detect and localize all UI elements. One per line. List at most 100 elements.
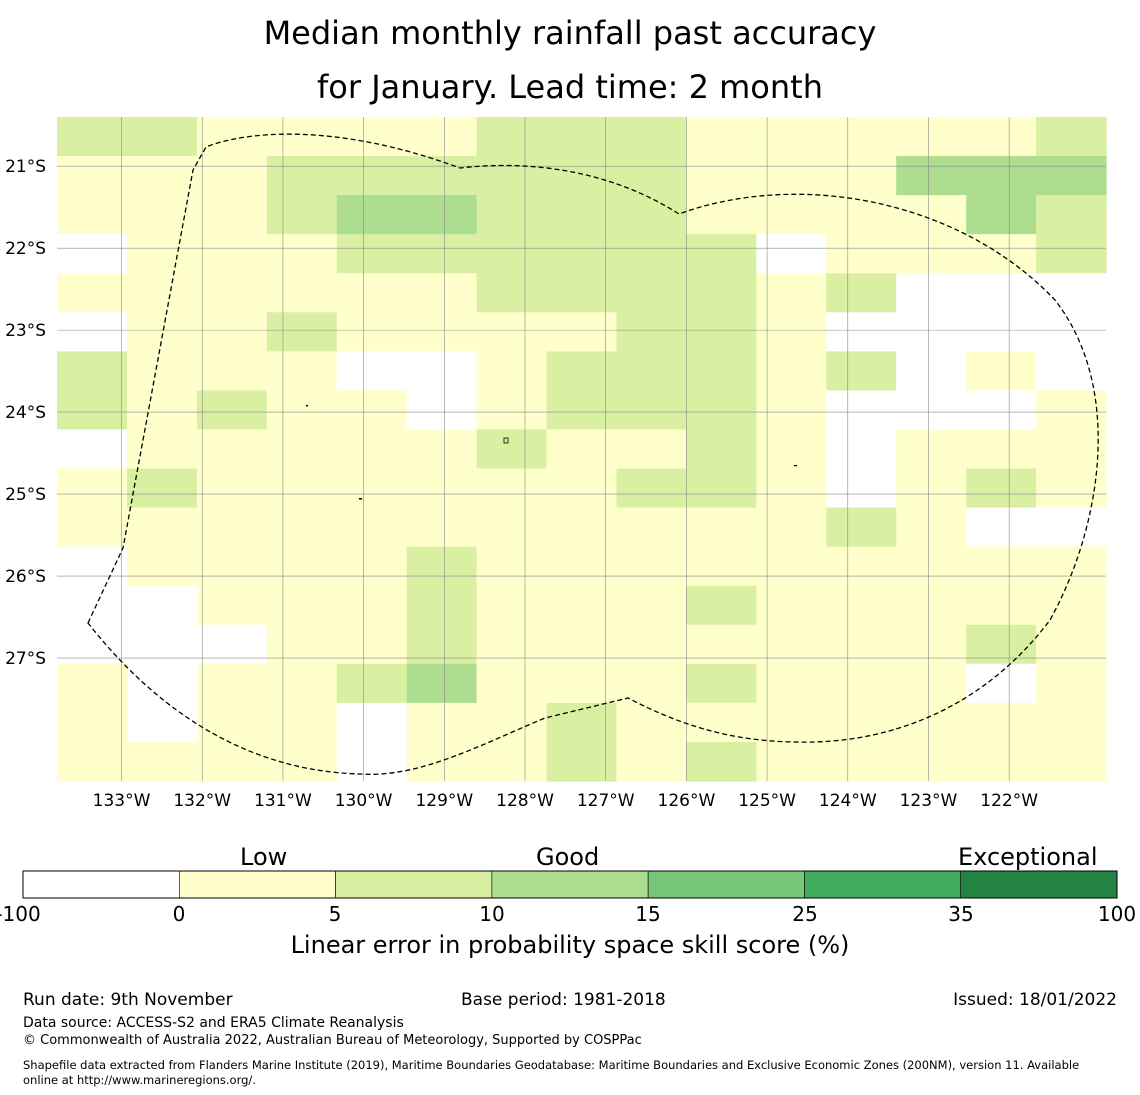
grid-cell — [196, 390, 268, 431]
grid-cell — [336, 273, 408, 313]
grid-cell — [686, 702, 757, 743]
grid-cell — [756, 507, 827, 548]
grid-cell — [1036, 702, 1107, 743]
grid-cell — [546, 117, 618, 157]
grid-cell — [896, 507, 967, 548]
grid-cell — [126, 546, 198, 587]
grid-cell — [896, 702, 967, 743]
grid-cell — [406, 351, 478, 392]
grid-cell — [336, 117, 408, 157]
island-marker — [794, 465, 797, 467]
grid-cell — [126, 117, 198, 157]
grid-cell — [476, 195, 548, 235]
grid-cell — [1036, 624, 1107, 665]
grid-cell — [826, 741, 897, 782]
grid-cell — [336, 624, 408, 665]
grid-cell — [686, 390, 757, 431]
grid-cell — [826, 468, 897, 509]
grid-cell — [126, 156, 198, 196]
grid-cell — [1036, 234, 1107, 274]
grid-cell — [756, 273, 827, 313]
grid-cell — [476, 156, 548, 196]
grid-cell — [266, 390, 338, 431]
grid-cell — [57, 468, 128, 509]
grid-cell — [686, 351, 757, 392]
grid-cell — [1036, 390, 1107, 431]
grid-cell — [546, 312, 618, 352]
grid-cell — [546, 390, 618, 431]
grid-cell — [196, 234, 268, 274]
grid-cell — [57, 429, 128, 470]
grid-cell — [686, 195, 757, 235]
colorbar-swatch — [335, 870, 493, 899]
grid-cell — [126, 507, 198, 548]
grid-cell — [406, 741, 478, 782]
grid-cell — [896, 663, 967, 704]
grid-cell — [476, 702, 548, 743]
grid-cell — [266, 546, 338, 587]
grid-cell — [686, 663, 757, 704]
grid-cell — [57, 741, 128, 782]
grid-cell — [546, 468, 618, 509]
grid-cell — [126, 351, 198, 392]
grid-cell — [966, 585, 1037, 626]
grid-cell — [756, 312, 827, 352]
grid-cell — [196, 156, 268, 196]
grid-cell — [57, 585, 128, 626]
grid-cell — [826, 117, 897, 157]
colorbar-swatch — [804, 870, 962, 899]
grid-cell — [616, 390, 687, 431]
grid-cell — [126, 234, 198, 274]
grid-cell — [546, 273, 618, 313]
grid-cell — [616, 663, 687, 704]
grid-cell — [336, 156, 408, 196]
grid-cell — [966, 312, 1037, 352]
grid-cell — [686, 546, 757, 587]
latitude-tick-label: 21°S — [5, 157, 46, 177]
grid-cell — [406, 234, 478, 274]
grid-cell — [616, 117, 687, 157]
grid-cell — [336, 468, 408, 509]
title-line-2: for January. Lead time: 2 month — [317, 68, 823, 106]
colorbar-tick-label: 0 — [172, 902, 186, 926]
eez-boundary — [87, 133, 1099, 775]
grid-cell — [406, 390, 478, 431]
grid-cell — [966, 390, 1037, 431]
grid-cell — [57, 702, 128, 743]
colorbar-tick-label: 35 — [948, 902, 974, 926]
grid-cell — [406, 663, 478, 704]
grid-cell — [336, 351, 408, 392]
longitude-tick-label: 131°W — [254, 791, 312, 811]
grid-cell — [616, 234, 687, 274]
grid-cell — [57, 195, 128, 235]
grid-cell — [686, 624, 757, 665]
shapefile-credit-line-2: online at http://www.marineregions.org/. — [23, 1073, 256, 1087]
grid-cell — [686, 585, 757, 626]
grid-cell — [266, 663, 338, 704]
grid-cell — [826, 273, 897, 313]
grid-cell — [126, 390, 198, 431]
grid-cell — [686, 507, 757, 548]
colorbar-axis-label: Linear error in probability space skill … — [290, 931, 850, 959]
grid-cell — [896, 546, 967, 587]
grid-cell — [966, 702, 1037, 743]
grid-cell — [756, 585, 827, 626]
colorbar-tick-label: 5 — [328, 902, 342, 926]
grid-cell — [826, 702, 897, 743]
grid-cell — [336, 195, 408, 235]
grid-cell — [826, 507, 897, 548]
grid-cell — [896, 195, 967, 235]
grid-cell — [196, 624, 268, 665]
longitude-tick-labels: 133°W 132°W 131°W 130°W 129°W 128°W 127°W 126°W… — [93, 791, 1039, 811]
grid-cell — [616, 585, 687, 626]
grid-cell — [266, 195, 338, 235]
grid-cell — [126, 585, 198, 626]
grid-cell — [336, 663, 408, 704]
colorbar-tick-label: 10 — [479, 902, 505, 926]
grid-cell — [406, 117, 478, 157]
grid-cell — [266, 624, 338, 665]
grid-cell — [546, 624, 618, 665]
grid-cell — [336, 390, 408, 431]
grid-cell — [406, 546, 478, 587]
